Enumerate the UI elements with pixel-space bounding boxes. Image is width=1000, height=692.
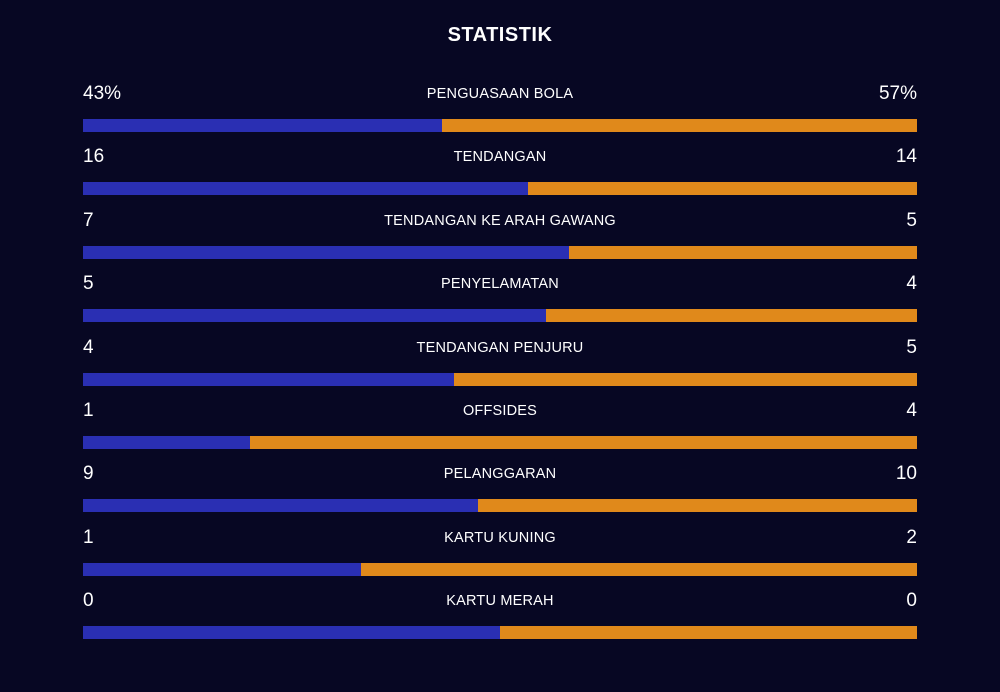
home-bar-fill [83, 562, 361, 576]
away-value: 4 [906, 399, 917, 421]
stat-head: 16 TENDANGAN 14 [83, 144, 917, 170]
away-bar-fill [249, 435, 917, 449]
stats-title: STATISTIK [447, 24, 553, 46]
stat-label: PENYELAMATAN [441, 276, 559, 293]
stat-label: TENDANGAN [453, 149, 547, 166]
comparison-bar [83, 245, 917, 259]
away-value: 4 [906, 273, 917, 295]
stat-head: 1 OFFSIDES 4 [83, 398, 917, 424]
stat-head: 0 KARTU MERAH 0 [83, 588, 917, 614]
away-value: 10 [895, 463, 917, 485]
away-value: 57% [878, 83, 917, 104]
stat-head: 43% PENGUASAAN BOLA 57% [83, 81, 917, 107]
away-bar-fill [478, 499, 917, 513]
comparison-bar [83, 372, 917, 386]
stat-head: 7 TENDANGAN KE ARAH GAWANG 5 [83, 208, 917, 234]
stat-label: TENDANGAN PENJURU [416, 339, 584, 356]
comparison-bar [83, 562, 917, 576]
stat-row-shots: 16 TENDANGAN 14 [83, 144, 917, 207]
stat-head: 4 TENDANGAN PENJURU 5 [83, 335, 917, 361]
away-value: 14 [895, 146, 917, 168]
home-bar-fill [83, 182, 528, 196]
away-bar-fill [569, 245, 917, 259]
home-bar-fill [83, 435, 250, 449]
away-value: 5 [906, 209, 917, 231]
away-value: 0 [906, 590, 917, 612]
stats-list: 43% PENGUASAAN BOLA 57% 16 TENDANGAN 1 4 … [83, 81, 917, 652]
home-bar-fill [83, 119, 442, 132]
home-bar-fill [83, 309, 547, 323]
home-value: 1 [83, 399, 94, 421]
home-value: 0 [83, 590, 94, 612]
stat-head: 5 PENYELAMATAN 4 [83, 271, 917, 297]
stat-row-saves: 5 PENYELAMATAN 4 [83, 271, 917, 334]
away-bar-fill [500, 626, 917, 640]
home-value: 1 [83, 526, 94, 548]
stat-label: PELANGGARAN [443, 466, 557, 483]
comparison-bar [83, 499, 917, 513]
home-value: 4 [83, 336, 94, 358]
home-value: 9 [83, 463, 94, 485]
stat-row-offsides: 1 OFFSIDES 4 [83, 398, 917, 461]
home-value: 43% [83, 83, 122, 104]
comparison-bar [83, 626, 917, 640]
stat-label: KARTU KUNING [444, 529, 556, 546]
home-bar-fill [83, 626, 500, 640]
stat-row-fouls: 9 PELANGGARAN 10 [83, 461, 917, 524]
home-bar-fill [83, 372, 454, 386]
away-value: 2 [906, 526, 917, 548]
comparison-bar [83, 182, 917, 196]
stat-row-yellow-cards: 1 KARTU KUNING 2 [83, 525, 917, 588]
away-value: 5 [906, 336, 917, 358]
stat-label: KARTU MERAH [446, 593, 554, 610]
away-bar-fill [441, 119, 917, 132]
stat-row-shots-on-target: 7 TENDANGAN KE ARAH GAWANG 5 [83, 208, 917, 271]
home-value: 16 [83, 146, 105, 168]
away-bar-fill [453, 372, 917, 386]
comparison-bar [83, 435, 917, 449]
stat-row-corners: 4 TENDANGAN PENJURU 5 [83, 335, 917, 398]
comparison-bar [83, 309, 917, 323]
stat-row-possession: 43% PENGUASAAN BOLA 57% [83, 81, 917, 144]
stat-head: 1 KARTU KUNING 2 [83, 525, 917, 551]
stat-label: PENGUASAAN BOLA [426, 86, 574, 102]
away-bar-fill [360, 562, 917, 576]
home-value: 7 [83, 209, 94, 231]
stat-label: TENDANGAN KE ARAH GAWANG [384, 212, 616, 229]
comparison-bar [83, 119, 917, 132]
away-bar-fill [527, 182, 917, 196]
home-value: 5 [83, 273, 94, 295]
away-bar-fill [546, 309, 917, 323]
stat-head: 9 PELANGGARAN 10 [83, 461, 917, 487]
stat-label: OFFSIDES [462, 402, 538, 419]
home-bar-fill [83, 245, 570, 259]
stat-row-red-cards: 0 KARTU MERAH 0 [83, 588, 917, 651]
home-bar-fill [83, 499, 479, 513]
